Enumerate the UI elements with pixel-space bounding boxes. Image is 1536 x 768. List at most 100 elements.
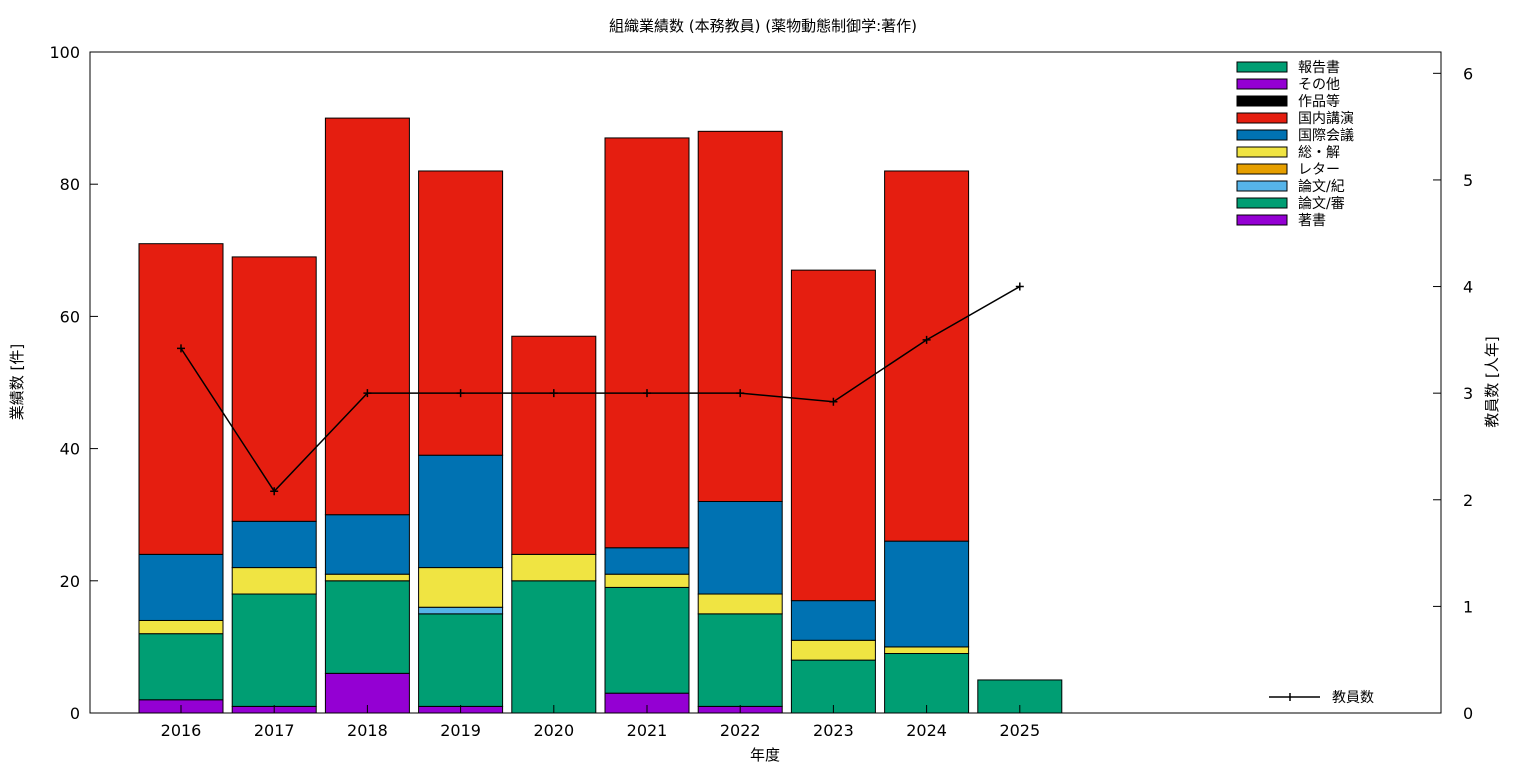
bar-segment [138, 243, 224, 555]
x-tick-label: 2016 [161, 721, 202, 740]
y-tick-label: 100 [49, 43, 80, 62]
y2-axis-label: 教員数 [人年] [1483, 336, 1501, 427]
bar-segment [884, 646, 970, 655]
legend-label: レター [1298, 162, 1340, 178]
legend-swatch [1236, 197, 1288, 209]
x-tick-label: 2020 [533, 721, 574, 740]
y2-tick-label: 0 [1463, 704, 1473, 723]
bar-segment [697, 500, 783, 595]
bar-segment [511, 335, 597, 555]
legend-swatch [1236, 61, 1288, 73]
legend-swatch [1236, 163, 1288, 175]
bar-segment [138, 633, 224, 701]
bar-segment [790, 600, 876, 641]
bar-segment [604, 137, 690, 549]
line-point [736, 389, 745, 398]
legend-swatch [1236, 78, 1288, 90]
bar-segment [231, 593, 317, 707]
legend-swatch [1236, 112, 1288, 124]
x-axis-label: 年度 [750, 746, 780, 764]
line-point [922, 335, 931, 344]
bar-segment [324, 514, 410, 575]
bar-segment [697, 593, 783, 615]
chart-title: 組織業績数 (本務教員) (薬物動態制御学:著作) [609, 17, 917, 35]
bar-segment [324, 117, 410, 516]
y-tick-label: 40 [60, 440, 80, 459]
bar-segment [231, 256, 317, 522]
legend-label: 著書 [1298, 213, 1326, 229]
bar-segment [790, 269, 876, 602]
y2-tick-label: 1 [1463, 597, 1473, 616]
bar-segment [790, 639, 876, 661]
line-point [1015, 282, 1024, 291]
line-point [270, 487, 279, 496]
y-tick-label: 0 [70, 704, 80, 723]
legend-swatch [1236, 129, 1288, 141]
x-tick-label: 2017 [254, 721, 295, 740]
bar-segment [138, 553, 224, 621]
legend-swatch [1236, 180, 1288, 192]
x-tick-label: 2022 [720, 721, 761, 740]
bar-segment [138, 619, 224, 635]
bar-segment [231, 567, 317, 595]
bar-segment [418, 170, 504, 456]
bar-segment [324, 573, 410, 582]
legend-line-label: 教員数 [1332, 690, 1374, 706]
bar-segment [511, 553, 597, 582]
y-axis-label: 業績数 [件] [8, 344, 26, 420]
bar-segment [884, 170, 970, 542]
x-tick-label: 2025 [999, 721, 1040, 740]
line-point [829, 397, 838, 406]
plot-frame [89, 51, 1442, 714]
legend-label: 論文/審 [1298, 196, 1345, 212]
line-point [363, 389, 372, 398]
bar-segment [790, 659, 876, 714]
line-point [456, 389, 465, 398]
bar-segment [604, 586, 690, 694]
bar-segment [604, 547, 690, 575]
y-tick-label: 60 [60, 307, 80, 326]
x-tick-label: 2021 [627, 721, 668, 740]
y2-tick-label: 4 [1463, 278, 1473, 297]
bar-segment [324, 580, 410, 674]
line-series [180, 285, 1021, 493]
bar-segment [697, 130, 783, 502]
bar-segment [418, 567, 504, 608]
bar-segment [884, 540, 970, 648]
bar-segment [697, 613, 783, 707]
y2-tick-label: 6 [1463, 64, 1473, 83]
legend-label: 総・解 [1298, 145, 1340, 161]
y2-tick-label: 5 [1463, 171, 1473, 190]
legend-label: 国内講演 [1298, 111, 1354, 127]
legend-label: その他 [1298, 77, 1340, 93]
axes-layer: 0 20 40 60 80 100 0 1 2 3 4 5 6 2016 2017 2018 2019 2020 2… [49, 43, 1473, 740]
bar-segment [418, 454, 504, 569]
y2-tick-label: 3 [1463, 384, 1473, 403]
y2-tick-label: 2 [1463, 491, 1473, 510]
x-tick-label: 2019 [440, 721, 481, 740]
legend-swatch [1236, 95, 1288, 107]
line-layer [177, 282, 1024, 496]
legend-label: 報告書 [1298, 60, 1340, 76]
line-point [643, 389, 651, 398]
bar-segment [511, 580, 597, 714]
bar-segment [418, 606, 504, 615]
line-point [549, 389, 558, 398]
legend-label: 論文/紀 [1298, 179, 1345, 195]
y-tick-label: 80 [60, 175, 80, 194]
bar-segment [884, 653, 970, 714]
x-tick-label: 2024 [906, 721, 947, 740]
x-tick-label: 2023 [813, 721, 854, 740]
bar-segment [418, 613, 504, 707]
bar-segment [231, 520, 317, 569]
line-point [177, 344, 185, 353]
bars-layer [138, 117, 1063, 714]
y-tick-label: 20 [60, 572, 80, 591]
legend-swatch [1236, 146, 1288, 158]
legend-label: 作品等 [1298, 93, 1340, 110]
legend-swatch [1236, 214, 1288, 226]
legend-label: 国際会議 [1298, 127, 1354, 144]
bar-segment [604, 573, 690, 588]
